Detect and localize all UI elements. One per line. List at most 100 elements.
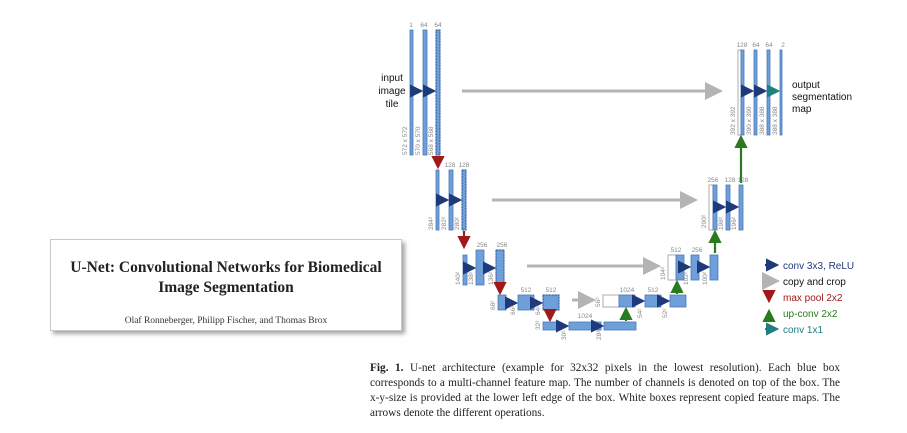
l1-enc-size-2: 570 x 570 <box>415 126 422 155</box>
l3-enc-ch-2: 256 <box>497 242 508 249</box>
legend-label-5: conv 1x1 <box>783 325 823 336</box>
l4-dec-box-up <box>618 294 636 308</box>
l4-dec-ch-1: 1024 <box>620 287 635 294</box>
l1-dec-box-copy <box>737 49 742 136</box>
l2-enc-box-1 <box>435 169 440 231</box>
l3-dec-box-copy <box>667 254 677 281</box>
l3-enc-box-3-crop-border <box>495 249 505 286</box>
l2-dec-box-up <box>712 184 718 231</box>
l2-enc-size-2: 282² <box>441 216 448 230</box>
output-label-line-2: segmentation <box>792 92 852 103</box>
l4-enc-box-2 <box>517 294 535 311</box>
l3-enc-box-2 <box>475 249 485 286</box>
paper-authors: Olaf Ronneberger, Philipp Fischer, and T… <box>124 316 328 326</box>
l3-enc-box-1 <box>462 254 468 286</box>
output-label-line-1: output <box>792 80 820 91</box>
l3-enc-size-1: 140² <box>455 271 462 285</box>
l3-dec-size-3: 100² <box>702 271 709 285</box>
l3-enc-size-3: 136² <box>488 271 495 285</box>
l2-enc-ch-1: 128 <box>445 162 456 169</box>
l5-box-3 <box>603 321 637 331</box>
caption-label: Fig. 1. <box>370 362 404 374</box>
l3-dec-size-2: 102² <box>683 271 690 285</box>
l4-enc-ch-1: 512 <box>521 287 532 294</box>
l4-enc-ch-2: 512 <box>546 287 557 294</box>
l2-enc-box-2 <box>448 169 454 231</box>
l2-dec-ch-2: 128 <box>725 177 736 184</box>
l2-dec-ch-3: 128 <box>738 177 749 184</box>
l4-enc-box-3 <box>542 294 560 311</box>
l5-size-2: 30² <box>561 330 568 340</box>
l2-enc-box-3 <box>461 169 467 231</box>
legend-label-1: conv 3x3, ReLU <box>783 261 854 272</box>
l3-dec-ch-2: 256 <box>692 247 703 254</box>
legend-label-4: up-conv 2x2 <box>783 309 838 320</box>
l1-enc-box-3 <box>435 29 441 156</box>
output-label-line-3: map <box>792 104 812 115</box>
l1-dec-size-4: 388 x 388 <box>772 106 779 135</box>
l4-enc-size-3: 64² <box>535 305 542 315</box>
l3-enc-box-3 <box>495 249 505 286</box>
l1-dec-box-out <box>779 49 783 136</box>
caption-text: U-net architecture (example for 32x32 pi… <box>370 362 840 419</box>
paper-title-line-2: Image Segmentation <box>158 279 294 296</box>
l5-box-1 <box>542 321 560 331</box>
l2-enc-size-3: 280² <box>454 216 461 230</box>
l5-box-2 <box>568 321 602 331</box>
l1-enc-size-3: 568 x 568 <box>428 126 435 155</box>
l1-dec-ch-4: 2 <box>781 42 785 49</box>
l1-dec-ch-1: 128 <box>737 42 748 49</box>
l1-dec-size-1: 392 x 392 <box>730 106 737 135</box>
l2-enc-ch-2: 128 <box>459 162 470 169</box>
l3-dec-box-3 <box>709 254 719 281</box>
l2-dec-size-1: 200² <box>701 214 708 228</box>
input-label-line-2: image <box>378 86 406 97</box>
l3-enc-ch-1: 256 <box>477 242 488 249</box>
l2-enc-size-1: 284² <box>428 216 435 230</box>
l5-size-1: 32² <box>535 320 542 330</box>
l4-enc-size-2: 66² <box>510 305 517 315</box>
l1-enc-box-2 <box>422 29 428 156</box>
paper-title-card: U-Net: Convolutional Networks for Biomed… <box>50 239 402 331</box>
l1-dec-ch-2: 64 <box>752 42 760 49</box>
l5-ch-1: 1024 <box>578 313 593 320</box>
l2-dec-box-3 <box>738 184 744 231</box>
l1-enc-ch-2: 64 <box>420 22 428 29</box>
l1-dec-size-2: 390 x 390 <box>746 106 753 135</box>
l2-dec-size-3: 196² <box>731 216 738 230</box>
l3-enc-size-2: 138² <box>468 271 475 285</box>
l1-enc-size-1: 572 x 572 <box>402 126 409 155</box>
l3-dec-size-1: 104² <box>660 266 667 280</box>
l1-dec-box-up <box>740 49 745 136</box>
l3-dec-box-2 <box>690 254 700 281</box>
l1-enc-box-1 <box>409 29 414 156</box>
l1-enc-ch-3: 64 <box>434 22 442 29</box>
l2-enc-box-3-crop-border <box>461 169 467 231</box>
l1-dec-ch-3: 64 <box>765 42 773 49</box>
paper-title: U-Net: Convolutional Networks for Biomed… <box>51 258 401 298</box>
l5-size-3: 28² <box>596 330 603 340</box>
l3-dec-ch-1: 512 <box>671 247 682 254</box>
l4-dec-ch-2: 512 <box>648 287 659 294</box>
input-label-line-3: tile <box>386 99 399 110</box>
l2-dec-box-2 <box>725 184 731 231</box>
l1-dec-box-3 <box>766 49 771 136</box>
l4-dec-box-3 <box>669 294 687 308</box>
legend-label-2: copy and crop <box>783 277 846 288</box>
l4-dec-size-3: 52² <box>662 308 669 318</box>
l4-dec-box-copy <box>602 294 620 308</box>
l1-dec-size-3: 388 x 388 <box>759 106 766 135</box>
l4-enc-box-1 <box>497 294 507 311</box>
legend-label-3: max pool 2x2 <box>783 293 843 304</box>
paper-title-line-1: U-Net: Convolutional Networks for Biomed… <box>70 259 382 276</box>
l2-dec-ch-1: 256 <box>708 177 719 184</box>
l4-enc-size-1: 68² <box>490 300 497 310</box>
l4-dec-size-2: 54² <box>637 308 644 318</box>
l2-dec-size-2: 198² <box>718 216 725 230</box>
figure-caption: Fig. 1. U-net architecture (example for … <box>370 361 840 421</box>
l1-enc-ch-1: 1 <box>409 22 413 29</box>
l4-dec-box-2 <box>644 294 662 308</box>
input-label-line-1: input <box>381 73 403 84</box>
l2-dec-box-copy <box>708 184 714 231</box>
